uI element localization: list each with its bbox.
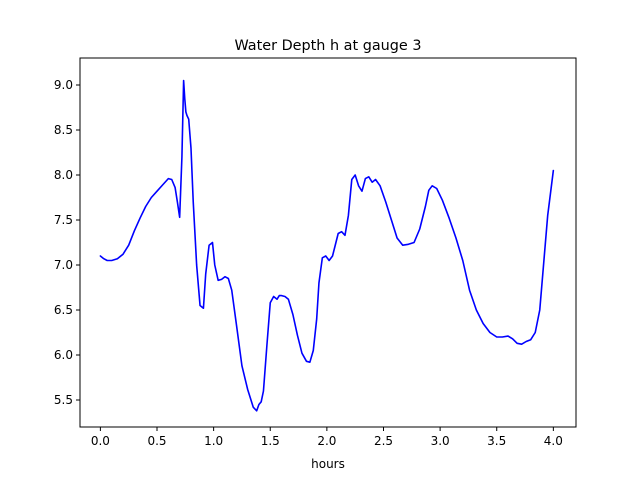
x-tick-label: 1.0 (204, 434, 223, 448)
chart-title: Water Depth h at gauge 3 (234, 38, 421, 54)
x-axis-label: hours (311, 457, 345, 471)
x-tick-label: 1.5 (261, 434, 280, 448)
y-tick-label: 8.0 (54, 168, 73, 182)
plot-area (79, 57, 577, 428)
series-line-0 (99, 79, 555, 412)
y-tick-label: 9.0 (54, 78, 73, 92)
x-tick-label: 3.5 (487, 434, 506, 448)
x-tick-label: 0.0 (91, 434, 110, 448)
y-tick-label: 8.5 (54, 123, 73, 137)
y-tick-label: 5.5 (54, 393, 73, 407)
y-tick-label: 7.0 (54, 258, 73, 272)
y-tick-label: 6.0 (54, 348, 73, 362)
x-tick-label: 0.5 (147, 434, 166, 448)
x-tick-label: 3.0 (431, 434, 450, 448)
axes-frame (79, 57, 577, 428)
y-axis: 5.5 6.0 6.5 7.0 7.5 8.0 8.5 9.0 (54, 78, 80, 407)
x-axis: 0.0 0.5 1.0 1.5 2.0 2.5 3.0 3.5 4.0 (91, 427, 563, 448)
x-tick-label: 2.0 (317, 434, 336, 448)
x-tick-label: 4.0 (544, 434, 563, 448)
x-tick-label: 2.5 (374, 434, 393, 448)
y-tick-label: 6.5 (54, 303, 73, 317)
y-tick-label: 7.5 (54, 213, 73, 227)
